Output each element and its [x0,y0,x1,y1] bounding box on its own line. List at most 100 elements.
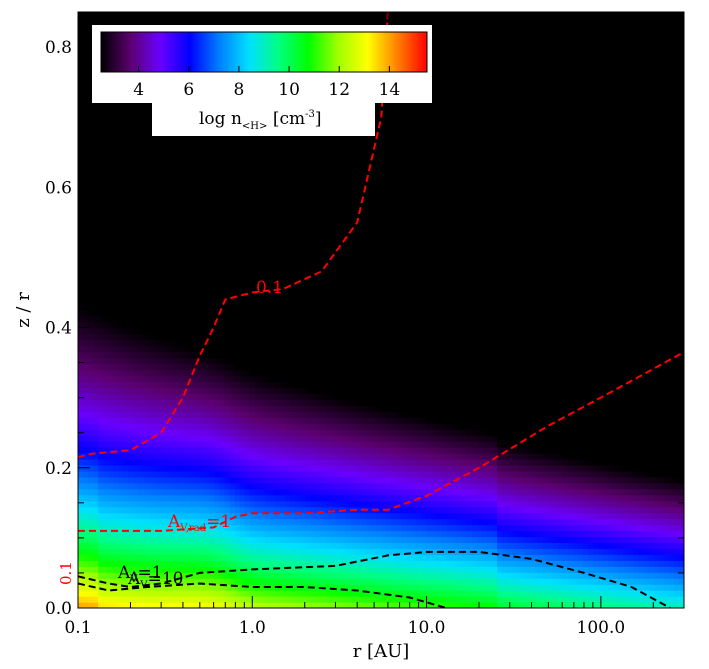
heatmap-cell [224,238,231,246]
heatmap-cell [229,345,236,353]
heatmap-cell [249,351,256,359]
heatmap-cell [325,137,332,144]
heatmap-cell [189,220,195,228]
heatmap-cell [259,423,266,430]
heatmap-cell [209,178,215,186]
heatmap-cell [138,250,145,257]
heatmap-cell [158,548,165,555]
heatmap-cell [158,596,165,603]
heatmap-cell [254,429,261,436]
heatmap-cell [269,470,276,478]
heatmap-cell [224,393,231,400]
heatmap-cell [280,351,286,359]
heatmap-cell [194,292,200,299]
heatmap-cell [83,202,89,210]
heatmap-cell [88,280,94,287]
heatmap-cell [163,12,170,19]
heatmap-cell [224,459,231,466]
heatmap-cell [259,250,266,257]
heatmap-cell [88,190,94,198]
heatmap-cell [184,345,190,353]
heatmap-cell [173,333,180,341]
heatmap-cell [209,214,215,222]
heatmap-cell [269,429,276,436]
heatmap-cell [179,464,185,472]
heatmap-cell [320,232,327,240]
heatmap-cell [209,226,215,234]
heatmap-cell [103,357,109,365]
heatmap-cell [224,429,231,436]
heatmap-cell [189,155,195,162]
heatmap-cell [254,435,261,442]
heatmap-cell [295,578,301,585]
heatmap-cell [199,399,205,406]
heatmap-cell [123,17,130,25]
heatmap-cell [133,113,140,120]
heatmap-cell [244,304,251,311]
heatmap-cell [78,315,84,323]
heatmap-cell [88,542,94,549]
heatmap-cell [163,214,170,222]
heatmap-cell [143,560,150,567]
heatmap-cell [249,214,256,222]
heatmap-cell [179,387,185,395]
heatmap-cell [88,375,94,383]
heatmap-cell [133,12,140,19]
heatmap-cell [189,381,195,389]
heatmap-cell [300,506,306,514]
heatmap-cell [199,298,205,305]
heatmap-cell [179,488,185,496]
heatmap-cell [93,590,99,597]
heatmap-cell [88,572,94,579]
heatmap-cell [310,149,316,156]
heatmap-cell [244,542,251,549]
heatmap-cell [305,554,311,561]
heatmap-cell [83,423,89,430]
heatmap-cell [153,381,160,389]
heatmap-cell [153,351,160,359]
heatmap-cell [128,500,135,508]
heatmap-cell [128,321,135,329]
heatmap-cell [189,560,195,567]
heatmap-cell [280,262,286,269]
heatmap-cell [138,494,145,502]
heatmap-cell [153,548,160,555]
heatmap-cell [259,315,266,323]
heatmap-cell [153,536,160,544]
heatmap-cell [310,214,316,222]
heatmap-cell [93,578,99,585]
heatmap-cell [98,250,104,257]
heatmap-cell [179,542,185,549]
heatmap-cell [224,339,231,347]
heatmap-cell [199,411,205,418]
heatmap-cell [108,369,114,377]
heatmap-cell [249,423,256,430]
heatmap-cell [153,143,160,150]
heatmap-cell [229,578,236,585]
heatmap-cell [88,274,94,281]
heatmap-cell [173,542,180,549]
heatmap-cell [128,375,135,383]
heatmap-cell [264,232,271,240]
heatmap-cell [219,506,226,514]
heatmap-cell [244,375,251,383]
heatmap-cell [300,143,306,150]
heatmap-cell [274,560,281,567]
heatmap-cell [295,453,301,460]
heatmap-cell [244,208,251,216]
heatmap-cell [108,125,114,132]
heatmap-cell [285,435,291,442]
heatmap-cell [179,184,185,192]
heatmap-cell [98,226,104,234]
heatmap-cell [274,536,281,544]
heatmap-cell [204,12,210,19]
heatmap-cell [153,441,160,448]
heatmap-cell [158,166,165,174]
heatmap-cell [254,196,261,204]
heatmap-cell [163,435,170,442]
heatmap-cell [254,226,261,234]
heatmap-cell [315,351,321,359]
heatmap-cell [88,488,94,496]
heatmap-cell [259,476,266,484]
heatmap-cell [204,548,210,555]
